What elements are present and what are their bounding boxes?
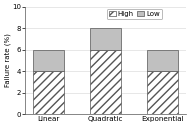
Bar bbox=[32, 71, 64, 114]
Bar bbox=[147, 50, 178, 71]
Bar bbox=[147, 71, 178, 114]
Bar bbox=[90, 28, 121, 50]
Bar bbox=[32, 50, 64, 71]
Y-axis label: Failure rate (%): Failure rate (%) bbox=[4, 34, 11, 87]
Legend: High, Low: High, Low bbox=[107, 9, 162, 19]
Bar bbox=[90, 50, 121, 114]
